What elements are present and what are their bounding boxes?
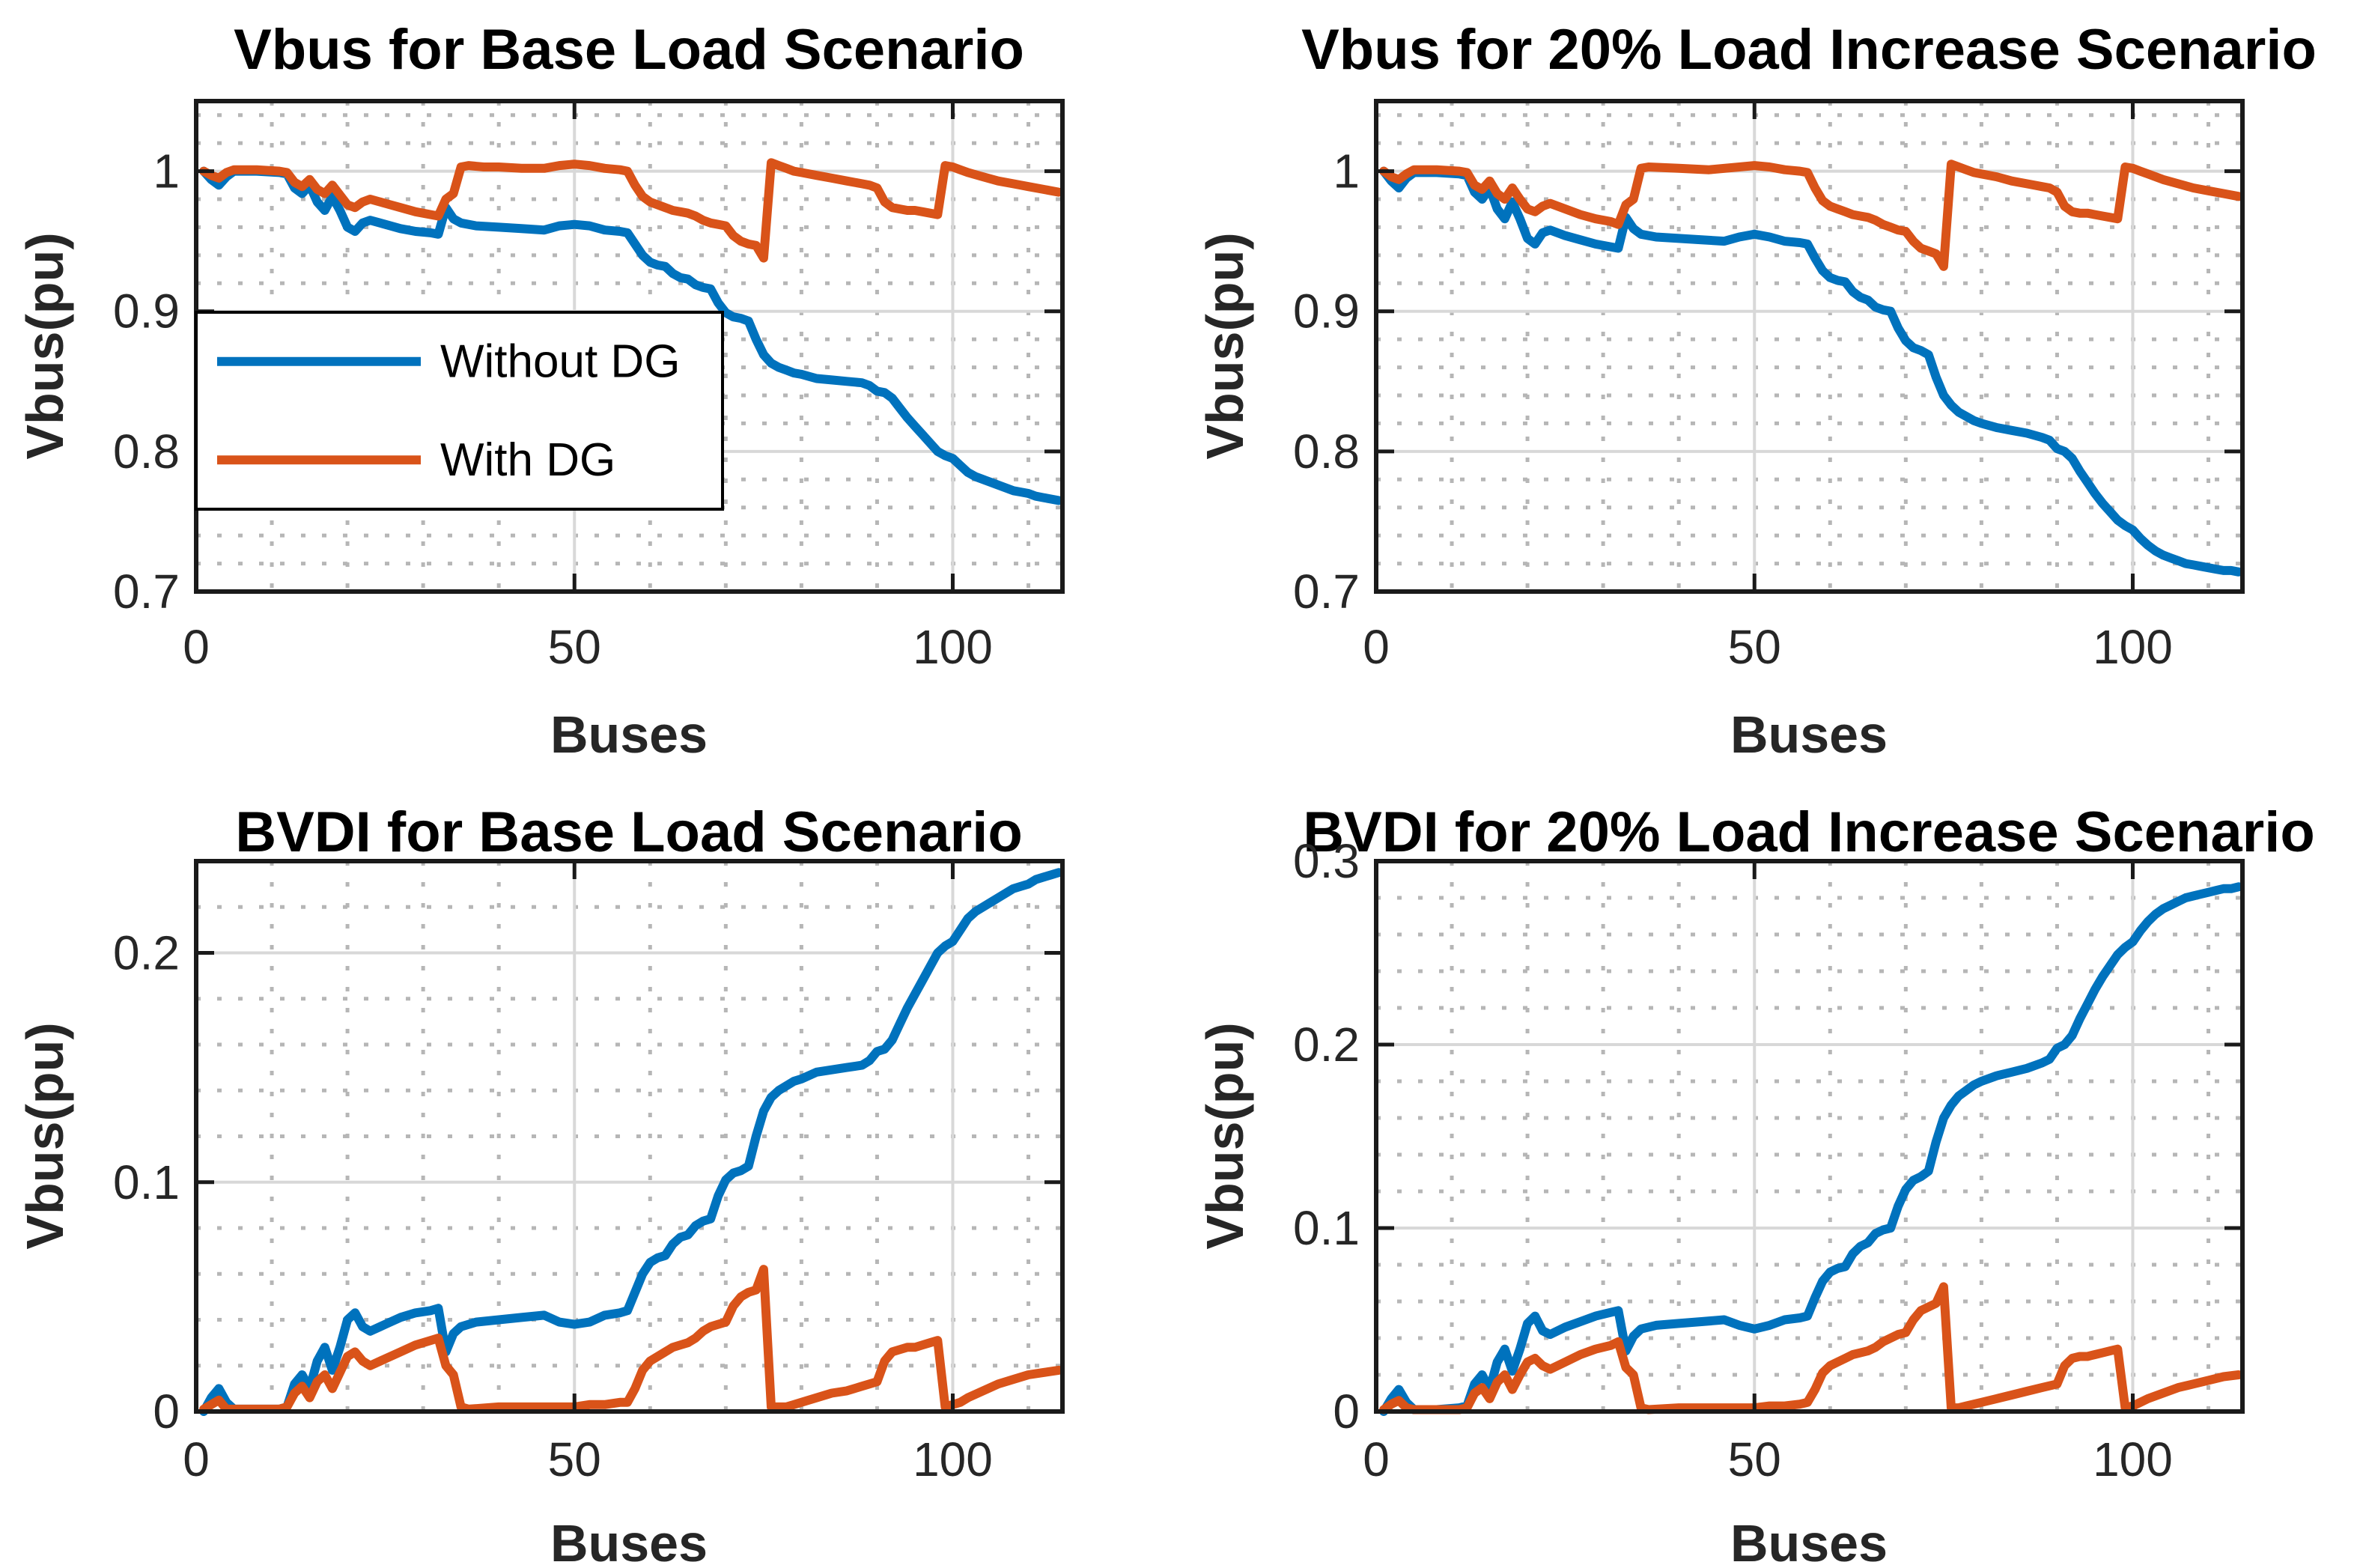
y-axis-label: Vbus(pu) — [1196, 232, 1254, 459]
y-tick-label: 0.7 — [1293, 565, 1360, 619]
series-line-without-dg — [199, 868, 1063, 1416]
y-tick-label: 0.8 — [1293, 425, 1360, 478]
x-tick-label: 50 — [548, 620, 601, 674]
x-axis-label: Buses — [550, 1514, 708, 1568]
y-tick-label: 1 — [153, 145, 180, 198]
x-axis-label: Buses — [1730, 705, 1888, 764]
y-axis-label: Vbus(pu) — [1196, 1022, 1254, 1249]
y-tick-label: 0.9 — [113, 285, 180, 338]
subplot-title: BVDI for Base Load Scenario — [235, 800, 1023, 864]
subplot-bvdi-base: BVDI for Base Load Scenario Vbus(pu) Bus… — [16, 800, 1065, 1568]
subplot-vbus-20pct: Vbus for 20% Load Increase Scenario Vbus… — [1196, 18, 2317, 764]
subplot-title: Vbus for Base Load Scenario — [234, 18, 1024, 82]
legend-box — [195, 311, 724, 511]
plot-area-vbus-20pct: 0 50 100 0.7 0.8 0.9 1 — [1293, 99, 2245, 674]
series-line-without-dg — [1379, 882, 2243, 1416]
series-line-with-dg — [199, 158, 1063, 263]
y-tick-label: 0.2 — [1293, 1018, 1360, 1072]
x-tick-label: 50 — [548, 1432, 601, 1486]
x-tick-label: 0 — [183, 620, 210, 674]
series-line-with-dg — [1379, 159, 2243, 271]
y-tick-label: 0.3 — [1293, 834, 1360, 888]
x-tick-label: 0 — [1363, 620, 1390, 674]
y-axis-label: Vbus(pu) — [16, 1022, 74, 1249]
y-tick-label: 0.8 — [113, 425, 180, 478]
plot-area-vbus-base: 0 50 100 0.7 0.8 0.9 1 Without DG With DG — [113, 99, 1065, 674]
legend-item-with-dg: With DG — [217, 434, 615, 486]
x-axis-label: Buses — [1730, 1514, 1888, 1568]
x-tick-label: 100 — [913, 1432, 993, 1486]
x-tick-label: 100 — [2093, 1432, 2173, 1486]
x-axis-label: Buses — [550, 705, 708, 764]
series-line-with-dg — [199, 1265, 1063, 1414]
y-tick-label: 0.1 — [113, 1155, 180, 1209]
y-tick-label: 0.9 — [1293, 285, 1360, 338]
legend-label: Without DG — [440, 335, 680, 387]
series-line-with-dg — [1379, 1282, 2243, 1414]
plot-area-bvdi-20pct: 0 50 100 0 0.1 0.2 0.3 — [1293, 834, 2245, 1486]
y-axis-label: Vbus(pu) — [16, 232, 74, 459]
series-line-without-dg — [1379, 166, 2243, 577]
y-tick-label: 0.7 — [113, 565, 180, 619]
subplot-title: BVDI for 20% Load Increase Scenario — [1303, 800, 2315, 864]
axes-box — [194, 859, 1065, 1414]
x-tick-label: 100 — [2093, 620, 2173, 674]
y-tick-label: 0.2 — [113, 926, 180, 980]
legend-item-without-dg: Without DG — [217, 335, 680, 387]
legend: Without DG With DG — [195, 311, 724, 511]
x-tick-label: 50 — [1728, 620, 1781, 674]
series-line-without-dg — [199, 166, 1063, 505]
plot-area-bvdi-base: 0 50 100 0 0.1 0.2 — [113, 859, 1065, 1486]
axes-box — [1374, 859, 2245, 1414]
y-tick-label: 0 — [153, 1385, 180, 1438]
axes-box — [1374, 99, 2245, 594]
legend-label: With DG — [440, 434, 615, 486]
y-tick-label: 0.1 — [1293, 1201, 1360, 1255]
y-tick-label: 0 — [1333, 1385, 1360, 1438]
x-tick-label: 0 — [1363, 1432, 1390, 1486]
y-tick-label: 1 — [1333, 145, 1360, 198]
subplot-vbus-base: Vbus for Base Load Scenario Vbus(pu) Bus… — [16, 18, 1065, 764]
x-tick-label: 100 — [913, 620, 993, 674]
subplot-title: Vbus for 20% Load Increase Scenario — [1301, 18, 2317, 82]
subplot-bvdi-20pct: BVDI for 20% Load Increase Scenario Vbus… — [1196, 800, 2315, 1568]
x-tick-label: 50 — [1728, 1432, 1781, 1486]
x-tick-label: 0 — [183, 1432, 210, 1486]
